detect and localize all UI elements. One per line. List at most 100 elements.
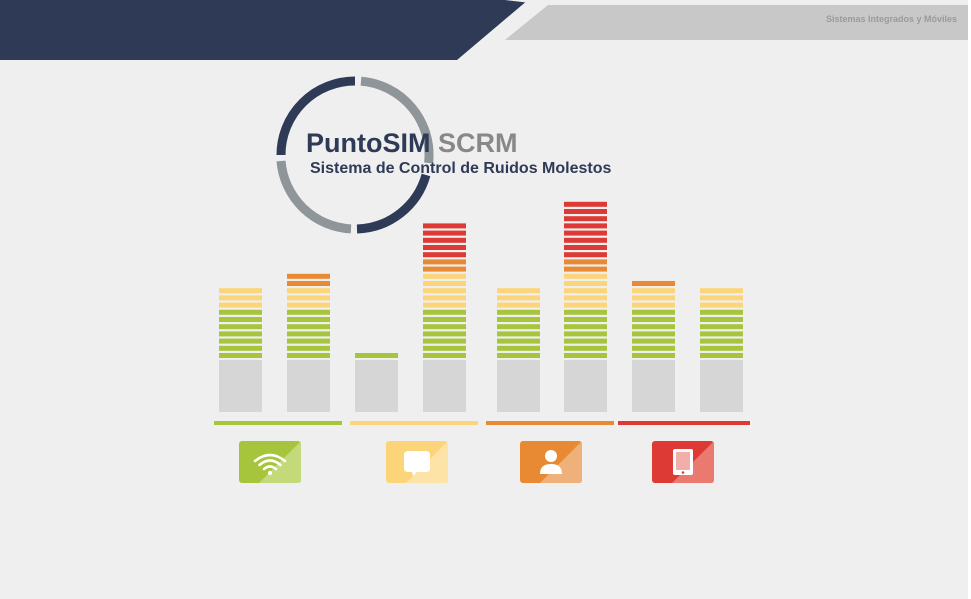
meter-segment: [219, 331, 262, 337]
meter-segment: [497, 324, 540, 330]
meter-segment: [423, 288, 466, 294]
meter-segment: [287, 273, 330, 279]
meter-segment: [564, 302, 607, 308]
meter-segment: [632, 317, 675, 322]
meter-segment: [423, 245, 466, 250]
logo-title-primary: PuntoSIM: [306, 128, 431, 158]
category-line-user: [486, 421, 614, 425]
meter-segment: [423, 345, 466, 351]
meter-segment: [497, 317, 540, 322]
meter-segment: [632, 281, 675, 286]
right-edge: [968, 0, 971, 599]
meter-segment: [632, 324, 675, 330]
meter-column-base: [564, 360, 607, 412]
meter-segment: [632, 353, 675, 358]
wifi-button[interactable]: [239, 441, 301, 483]
meter-segment: [423, 237, 466, 243]
meter-segment: [564, 273, 607, 279]
meter-segment: [423, 223, 466, 229]
user-button[interactable]: [520, 441, 582, 483]
meter-segment: [497, 288, 540, 294]
meter-segment: [564, 309, 607, 315]
meter-column-base: [355, 360, 398, 412]
meter-segment: [423, 331, 466, 337]
meter-segment: [355, 353, 398, 358]
meter-segment: [564, 216, 607, 222]
header-band: [0, 0, 971, 60]
meter-segment: [423, 230, 466, 236]
meter-segment: [564, 237, 607, 243]
meter-segment: [632, 338, 675, 344]
meter-segment: [287, 345, 330, 351]
meter-segment: [700, 317, 743, 322]
meter-segment: [564, 295, 607, 301]
meter-segment: [423, 353, 466, 358]
wifi-icon: [239, 441, 301, 483]
meter-segment: [700, 295, 743, 301]
meter-segment: [219, 324, 262, 330]
meter-segment: [632, 288, 675, 294]
speech-bubble-icon: [386, 441, 448, 483]
meter-segment: [423, 324, 466, 330]
meter-segment: [700, 324, 743, 330]
meter-segment: [564, 266, 607, 272]
meter-segment: [632, 345, 675, 351]
meter-segment: [564, 223, 607, 229]
meter-segment: [287, 288, 330, 294]
meter-segment: [564, 345, 607, 351]
meter-segment: [219, 288, 262, 294]
chat-button[interactable]: [386, 441, 448, 483]
category-line-tablet: [618, 421, 750, 425]
meter-segment: [287, 317, 330, 322]
meter-segment: [564, 230, 607, 236]
meter-segment: [423, 295, 466, 301]
meter-segment: [497, 338, 540, 344]
logo-title-secondary: SCRM: [438, 128, 518, 158]
meter-segment: [632, 309, 675, 315]
meter-segment: [287, 302, 330, 308]
meter-segment: [287, 338, 330, 344]
meter-column-base: [700, 360, 743, 412]
meter-segment: [423, 317, 466, 322]
meter-segment: [564, 353, 607, 358]
meter-column-base: [287, 360, 330, 412]
meter-segment: [632, 302, 675, 308]
meter-segment: [219, 317, 262, 322]
meter-segment: [564, 259, 607, 265]
meter-segment: [564, 252, 607, 258]
meter-column-base: [497, 360, 540, 412]
meter-segment: [632, 331, 675, 337]
meter-segment: [423, 273, 466, 279]
meter-segment: [219, 309, 262, 315]
meter-segment: [287, 324, 330, 330]
meter-segment: [632, 295, 675, 301]
meter-segment: [564, 331, 607, 337]
logo-subtitle: Sistema de Control de Ruidos Molestos: [310, 160, 612, 177]
meter-segment: [564, 209, 607, 214]
user-icon: [520, 441, 582, 483]
tablet-button[interactable]: [652, 441, 714, 483]
meter-segment: [423, 309, 466, 315]
meter-segment: [700, 353, 743, 358]
logo-title: PuntoSIM SCRM: [306, 128, 518, 158]
meter-segment: [497, 353, 540, 358]
meter-segment: [423, 259, 466, 265]
meter-segment: [564, 281, 607, 286]
meter-segment: [700, 338, 743, 344]
sound-level-meter: [219, 201, 743, 412]
meter-segment: [219, 338, 262, 344]
meter-segment: [219, 295, 262, 301]
meter-segment: [700, 345, 743, 351]
meter-segment: [423, 338, 466, 344]
meter-segment: [287, 331, 330, 337]
meter-segment: [564, 324, 607, 330]
meter-column-base: [219, 360, 262, 412]
meter-segment: [219, 353, 262, 358]
meter-segment: [564, 288, 607, 294]
meter-segment: [287, 295, 330, 301]
meter-segment: [287, 353, 330, 358]
category-line-wifi: [214, 421, 342, 425]
logo-ring: [276, 76, 434, 234]
meter-segment: [219, 302, 262, 308]
meter-segment: [497, 309, 540, 315]
